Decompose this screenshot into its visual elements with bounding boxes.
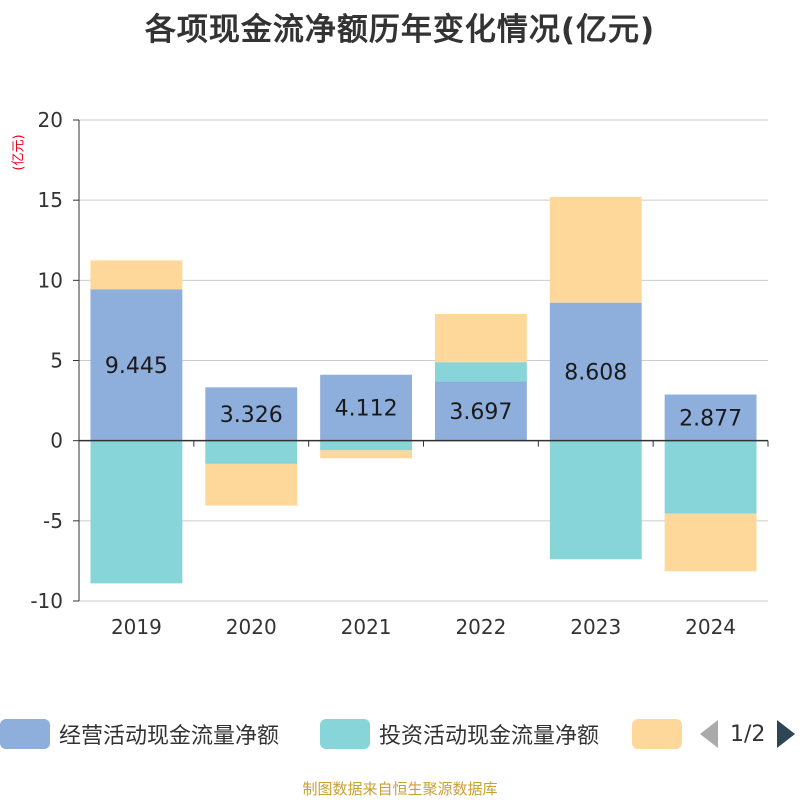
x-tick-label: 2023 bbox=[570, 615, 621, 639]
bar-series-1-2021 bbox=[320, 440, 413, 451]
legend-item-operating[interactable]: 经营活动现金流量净额 bbox=[0, 712, 279, 756]
source-note: 制图数据来自恒生聚源数据库 bbox=[302, 780, 498, 798]
y-tick-label: -10 bbox=[30, 589, 63, 613]
bar-series-2-2019 bbox=[90, 260, 183, 290]
bar-series-1-2020 bbox=[205, 440, 298, 464]
y-tick-label: 20 bbox=[38, 108, 63, 132]
bar-series-1-2023 bbox=[549, 440, 642, 560]
legend-swatch-operating bbox=[0, 719, 50, 749]
bar-series-0-2020 bbox=[205, 387, 298, 441]
bar-series-1-2022 bbox=[434, 362, 527, 382]
y-tick-label: 10 bbox=[38, 268, 63, 292]
legend: 经营活动现金流量净额 投资活动现金流量净额 1/2 bbox=[0, 712, 800, 756]
data-label: 9.445 bbox=[105, 354, 168, 379]
bar-series-0-2023 bbox=[549, 302, 642, 441]
x-tick-label: 2020 bbox=[226, 615, 277, 639]
label-layer: 9.445 3.326 4.112 3.697 8.608 2.877 bbox=[105, 354, 742, 432]
bar-series-0-2022 bbox=[434, 381, 527, 441]
data-label: 4.112 bbox=[335, 397, 398, 422]
bar-series-0-2024 bbox=[664, 394, 757, 441]
y-tick-label: 15 bbox=[38, 188, 63, 212]
legend-next-page-icon[interactable] bbox=[777, 720, 796, 748]
axis-layer: 20 15 10 5 0 -5 -10 2019 2020 2021 2022 2023 2024 bbox=[30, 108, 769, 639]
stacked-bar-chart: 20 15 10 5 0 -5 -10 2019 2020 2021 2022 2023 2024 9.… bbox=[30, 108, 769, 639]
data-label: 2.877 bbox=[679, 407, 742, 432]
y-tick-label: 0 bbox=[50, 429, 63, 453]
y-tick-label: -5 bbox=[43, 509, 63, 533]
data-label: 3.697 bbox=[449, 400, 512, 425]
legend-label-investing: 投资活动现金流量净额 bbox=[379, 724, 600, 749]
legend-item-investing[interactable]: 投资活动现金流量净额 bbox=[320, 712, 599, 756]
bar-layer bbox=[90, 196, 757, 584]
legend-prev-page-icon[interactable] bbox=[700, 720, 718, 748]
legend-swatch-investing bbox=[320, 719, 370, 749]
grid-layer bbox=[79, 119, 768, 602]
bar-series-1-2024 bbox=[664, 440, 757, 514]
y-tick-label: 5 bbox=[50, 349, 63, 373]
legend-page-indicator: 1/2 bbox=[730, 721, 766, 747]
bar-series-2-2020 bbox=[205, 463, 298, 506]
bar-series-2-2021 bbox=[320, 450, 413, 459]
legend-pager: 1/2 bbox=[700, 712, 796, 756]
chart-title: 各项现金流净额历年变化情况(亿元) bbox=[144, 12, 656, 48]
bar-series-1-2019 bbox=[90, 440, 183, 584]
legend-item-financing[interactable] bbox=[632, 712, 682, 756]
bar-series-0-2021 bbox=[320, 374, 413, 441]
data-label: 3.326 bbox=[220, 403, 283, 428]
bar-series-2-2022 bbox=[434, 314, 527, 363]
x-tick-label: 2019 bbox=[111, 615, 162, 639]
legend-swatch-financing bbox=[632, 719, 682, 749]
data-label: 8.608 bbox=[564, 361, 627, 386]
legend-label-operating: 经营活动现金流量净额 bbox=[59, 724, 280, 749]
bar-series-2-2024 bbox=[664, 513, 757, 572]
x-tick-label: 2021 bbox=[341, 615, 392, 639]
bar-series-2-2023 bbox=[549, 196, 642, 303]
bar-series-0-2019 bbox=[90, 289, 183, 441]
x-tick-label: 2024 bbox=[685, 615, 736, 639]
x-tick-label: 2022 bbox=[455, 615, 506, 639]
